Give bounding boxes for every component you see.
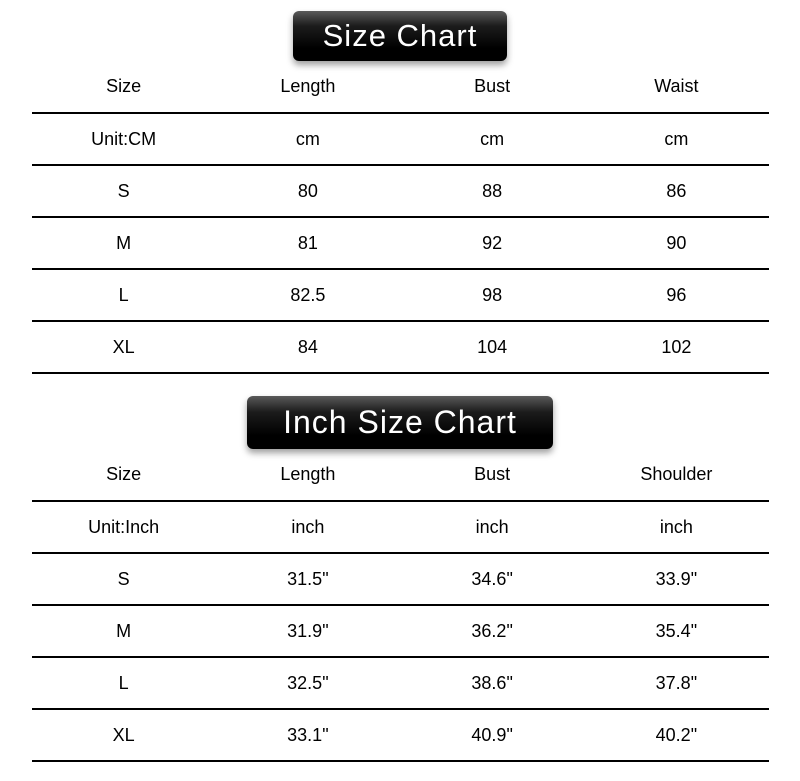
table-cell: M xyxy=(31,605,216,658)
table-cell: cm xyxy=(215,113,400,166)
table-cell: 37.8" xyxy=(584,657,769,710)
table-cell: 92 xyxy=(400,217,585,270)
table-cell: M xyxy=(31,217,216,270)
table-cell: 81 xyxy=(215,217,400,270)
table-cell: XL xyxy=(31,709,216,762)
table-row: M 31.9" 36.2" 35.4" xyxy=(31,605,769,658)
table-cell: 35.4" xyxy=(584,605,769,658)
table-header-cell: Size xyxy=(31,61,216,114)
table-cell: 90 xyxy=(584,217,769,270)
table-header-cell: Shoulder xyxy=(584,449,769,502)
table-cell: inch xyxy=(400,501,585,554)
table-cell: 86 xyxy=(584,165,769,218)
table-cell: 82.5 xyxy=(215,269,400,322)
table-header-row: Size Length Bust Waist xyxy=(31,61,769,114)
table-row: M 81 92 90 xyxy=(31,217,769,270)
table-header-cell: Length xyxy=(215,449,400,502)
inch-size-table: Size Length Bust Shoulder Unit:Inch inch inch i… xyxy=(31,449,769,762)
table-cell: 98 xyxy=(400,269,585,322)
table-cell: 31.9" xyxy=(215,605,400,658)
table-row: S 80 88 86 xyxy=(31,165,769,218)
table-header-cell: Length xyxy=(215,61,400,114)
table-cell: XL xyxy=(31,321,216,374)
table-header-cell: Size xyxy=(31,449,216,502)
table-cell: 104 xyxy=(400,321,585,374)
table-cell: 33.9" xyxy=(584,553,769,606)
table-row: XL 33.1" 40.9" 40.2" xyxy=(31,709,769,762)
table-header-cell: Bust xyxy=(400,61,585,114)
table-cell: 32.5" xyxy=(215,657,400,710)
table-cell: 88 xyxy=(400,165,585,218)
table-row: Unit:CM cm cm cm xyxy=(31,113,769,166)
table-cell: L xyxy=(31,269,216,322)
table-cell: 34.6" xyxy=(400,553,585,606)
table-cell: cm xyxy=(400,113,585,166)
table-cell: inch xyxy=(584,501,769,554)
table-row: L 82.5 98 96 xyxy=(31,269,769,322)
table-row: S 31.5" 34.6" 33.9" xyxy=(31,553,769,606)
table-cell: Unit:CM xyxy=(31,113,216,166)
table-cell: 102 xyxy=(584,321,769,374)
cm-chart-title: Size Chart xyxy=(292,11,508,61)
size-chart-page: Size Chart Size Length Bust Waist Unit:CM cm c… xyxy=(0,11,800,781)
table-cell: S xyxy=(31,553,216,606)
table-cell: 38.6" xyxy=(400,657,585,710)
table-row: Unit:Inch inch inch inch xyxy=(31,501,769,554)
table-cell: inch xyxy=(215,501,400,554)
table-row: XL 84 104 102 xyxy=(31,321,769,374)
table-cell: 36.2" xyxy=(400,605,585,658)
table-cell: 31.5" xyxy=(215,553,400,606)
table-cell: S xyxy=(31,165,216,218)
cm-size-table: Size Length Bust Waist Unit:CM cm cm cm S 80 88 86 M… xyxy=(31,61,769,374)
table-cell: 96 xyxy=(584,269,769,322)
table-cell: 84 xyxy=(215,321,400,374)
table-cell: 40.2" xyxy=(584,709,769,762)
table-cell: 80 xyxy=(215,165,400,218)
inch-chart-title: Inch Size Chart xyxy=(247,396,553,449)
table-header-cell: Waist xyxy=(584,61,769,114)
table-cell: L xyxy=(31,657,216,710)
table-cell: 40.9" xyxy=(400,709,585,762)
table-header-row: Size Length Bust Shoulder xyxy=(31,449,769,502)
table-cell: Unit:Inch xyxy=(31,501,216,554)
table-cell: 33.1" xyxy=(215,709,400,762)
table-header-cell: Bust xyxy=(400,449,585,502)
table-row: L 32.5" 38.6" 37.8" xyxy=(31,657,769,710)
table-cell: cm xyxy=(584,113,769,166)
